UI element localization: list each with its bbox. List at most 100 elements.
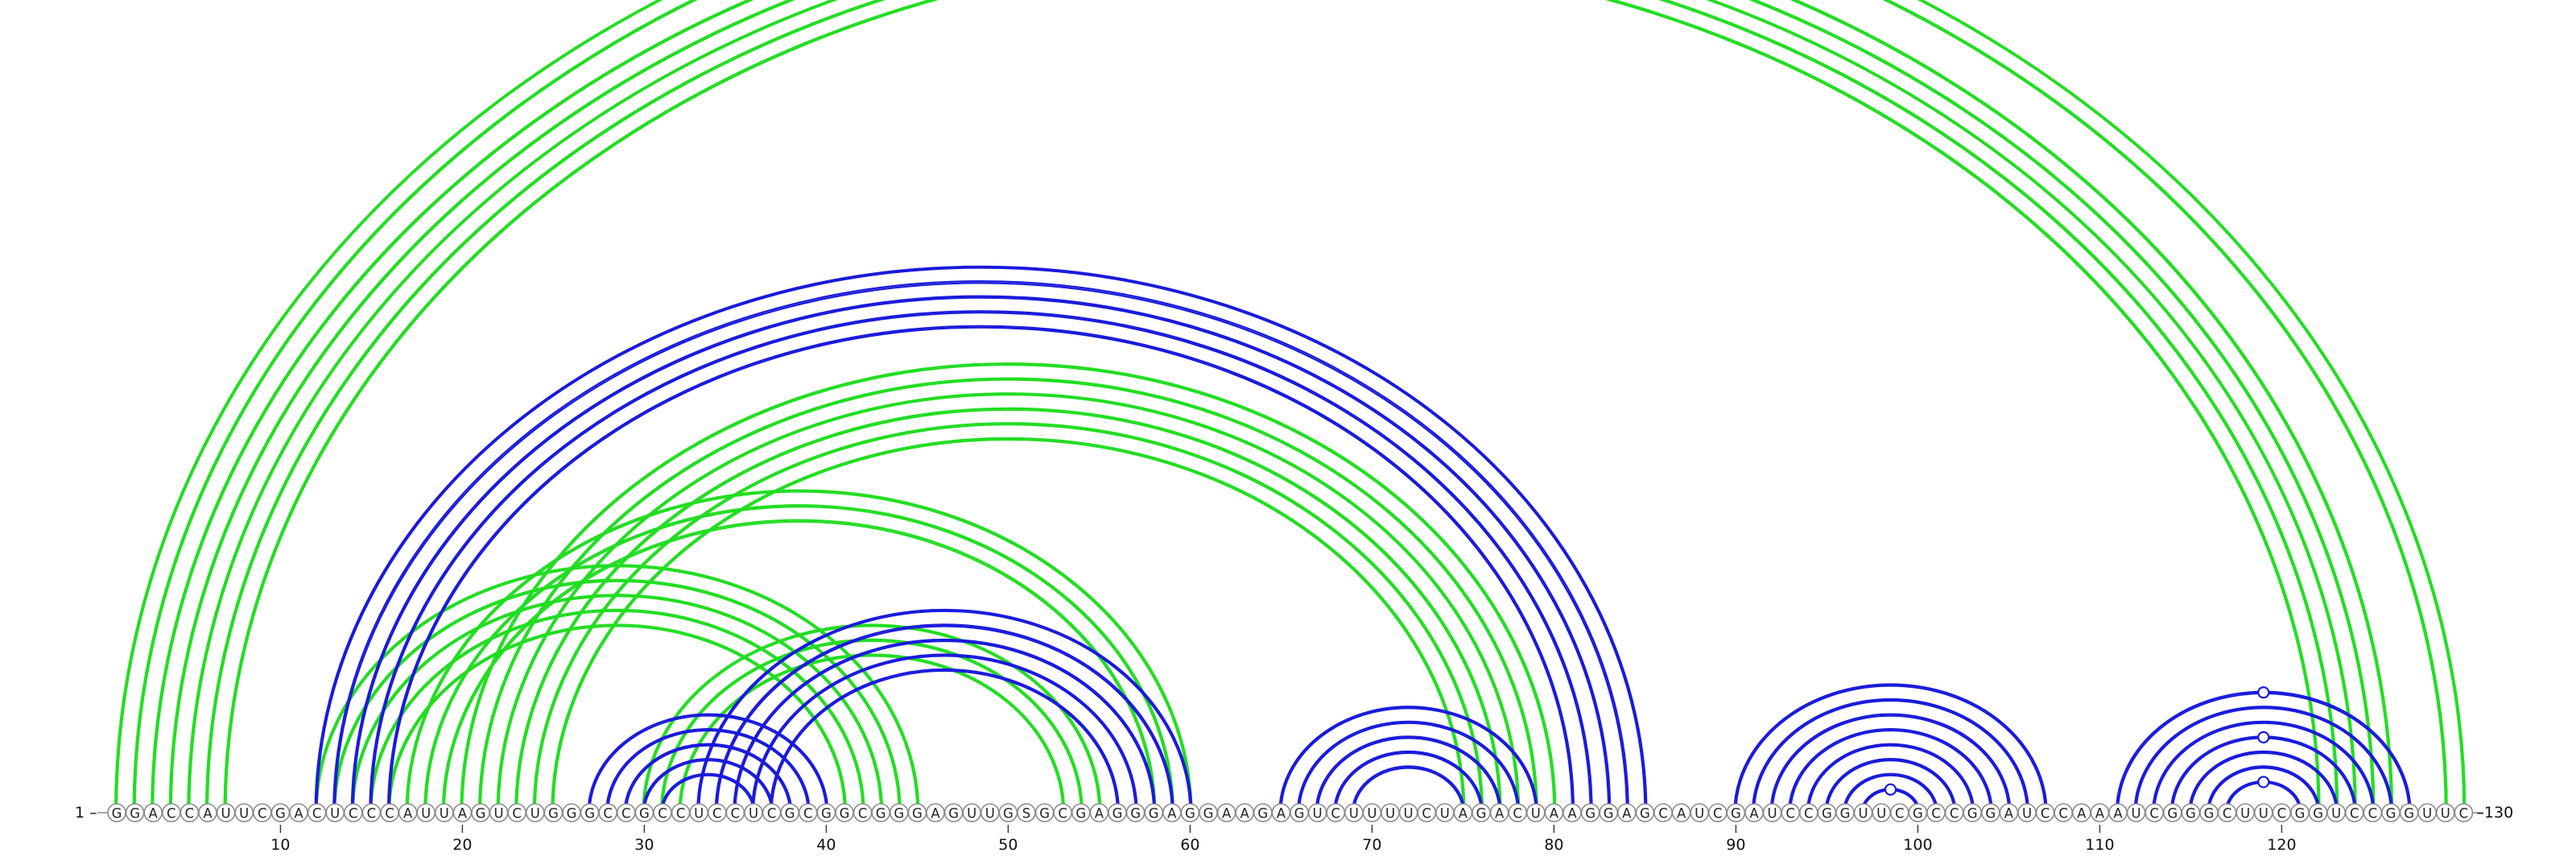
nucleotide: G [871, 803, 890, 822]
nucleotide: G [1472, 803, 1491, 822]
base-pair-arc [698, 610, 1191, 814]
nucleotide-letter: G [2186, 806, 2196, 822]
nucleotide: A [1216, 803, 1236, 822]
base-pair-arc [1824, 758, 1957, 814]
nucleotide: C [180, 803, 200, 822]
nucleotide: A [143, 803, 163, 822]
base-pair-arc [1769, 713, 2012, 814]
nucleotide-letter: A [2113, 806, 2123, 822]
base-pair-arc [1335, 751, 1483, 814]
nucleotide: G [2163, 803, 2182, 822]
end-label: –130 [2476, 804, 2513, 822]
base-pair-arcs [114, 0, 2467, 814]
base-pair-arc [460, 362, 1557, 814]
base-pair-arc [223, 0, 2321, 814]
base-pair-arc [352, 296, 1610, 814]
base-pair-arc [188, 0, 2355, 814]
nucleotide-letter: G [2295, 806, 2306, 822]
base-pair-arc [1278, 706, 1538, 814]
base-pair-arc [1752, 699, 2029, 814]
base-pair-arc [623, 743, 793, 814]
nucleotide: C [1781, 803, 1800, 822]
nucleotide: C [1799, 803, 1818, 822]
nucleotide: A [1453, 803, 1473, 822]
nucleotide: A [1235, 803, 1254, 822]
nucleotide-letter: G [1130, 806, 1141, 822]
arc-apex-marker [2257, 776, 2270, 789]
base-pair-arc [388, 326, 1574, 814]
nucleotide: A [1544, 803, 1564, 822]
nucleotide-letter: C [349, 806, 358, 822]
nucleotide: G [125, 803, 145, 822]
nucleotide-letter: G [1003, 806, 1013, 822]
nucleotide-letter: U [221, 806, 231, 822]
nucleotide-letter: G [1822, 806, 1832, 822]
nucleotide: U [1381, 803, 1400, 822]
nucleotide: A [2108, 803, 2128, 822]
nucleotide: U [325, 803, 345, 822]
nucleotide: C [798, 803, 818, 822]
nucleotide-letter: G [1967, 806, 1978, 822]
nucleotide-letter: C [1513, 806, 1522, 822]
base-pair-arc [1296, 720, 1521, 814]
nucleotide-letter: U [494, 806, 504, 822]
nucleotide-letter: C [258, 806, 267, 822]
nucleotide-letter: U [1768, 806, 1777, 822]
nucleotide: G [1034, 803, 1055, 822]
nucleotide: G [562, 803, 581, 822]
nucleotide: A [1271, 803, 1291, 822]
nucleotide: U [1762, 803, 1782, 822]
base-pair-arc [1790, 730, 1992, 814]
nucleotide-letter: C [1058, 806, 1067, 822]
nucleotide-letter: C [2223, 806, 2232, 822]
nucleotide-letter: G [1075, 806, 1086, 822]
nucleotide-letter: G [476, 806, 486, 822]
nucleotide: C [2035, 803, 2055, 822]
nucleotide-letter: A [403, 806, 413, 822]
nucleotide-letter: U [1404, 806, 1414, 822]
nucleotide-letter: G [1913, 806, 1923, 822]
nucleotide-letter: U [1385, 806, 1395, 822]
nucleotide: C [2363, 803, 2383, 822]
nucleotide: C [162, 803, 181, 822]
nucleotide-letter: C [2041, 806, 2050, 822]
nucleotide-letter: A [2004, 806, 2014, 822]
nucleotide: U [2417, 803, 2437, 822]
nucleotide: G [1963, 803, 1982, 822]
base-pair-arc [1333, 750, 1484, 814]
nucleotide: G [2199, 803, 2219, 822]
base-pair-arc [642, 623, 1102, 814]
base-pair-arc [152, 0, 2392, 814]
nucleotide: U [489, 803, 509, 822]
nucleotide-letter: G [1185, 806, 1195, 822]
nucleotide-letter: G [912, 806, 923, 822]
nucleotide: C [507, 803, 527, 822]
nucleotide-letter: C [2058, 806, 2068, 822]
base-pair-arc [1771, 714, 2010, 814]
base-pair-arc [750, 653, 1138, 814]
base-pair-arc [1842, 772, 1939, 814]
base-pair-arc [552, 438, 1464, 814]
tick-label: 10 [270, 836, 290, 854]
nucleotide-letter: G [1840, 806, 1851, 822]
base-pair-arc [770, 669, 1119, 814]
nucleotide: U [216, 803, 236, 822]
nucleotide-letter: U [1859, 806, 1868, 822]
nucleotide-letter: C [2459, 806, 2469, 822]
nucleotide-letter: A [149, 806, 159, 822]
nucleotide: C [671, 803, 691, 822]
base-pair-arc [532, 422, 1484, 814]
nucleotide-letter: G [840, 806, 850, 822]
base-pair-arc [1735, 685, 2046, 814]
nucleotide: C [2054, 803, 2073, 822]
nucleotide-letter: C [712, 806, 722, 822]
nucleotide: G [998, 803, 1018, 822]
nucleotide-letter: U [1313, 806, 1323, 822]
nucleotide-letter: C [2277, 806, 2287, 822]
nucleotide: C [252, 803, 272, 822]
nucleotide-letter: U [1440, 806, 1450, 822]
nucleotide: C [852, 803, 873, 822]
nucleotide: A [1489, 803, 1509, 822]
nucleotide: C [2145, 803, 2164, 822]
